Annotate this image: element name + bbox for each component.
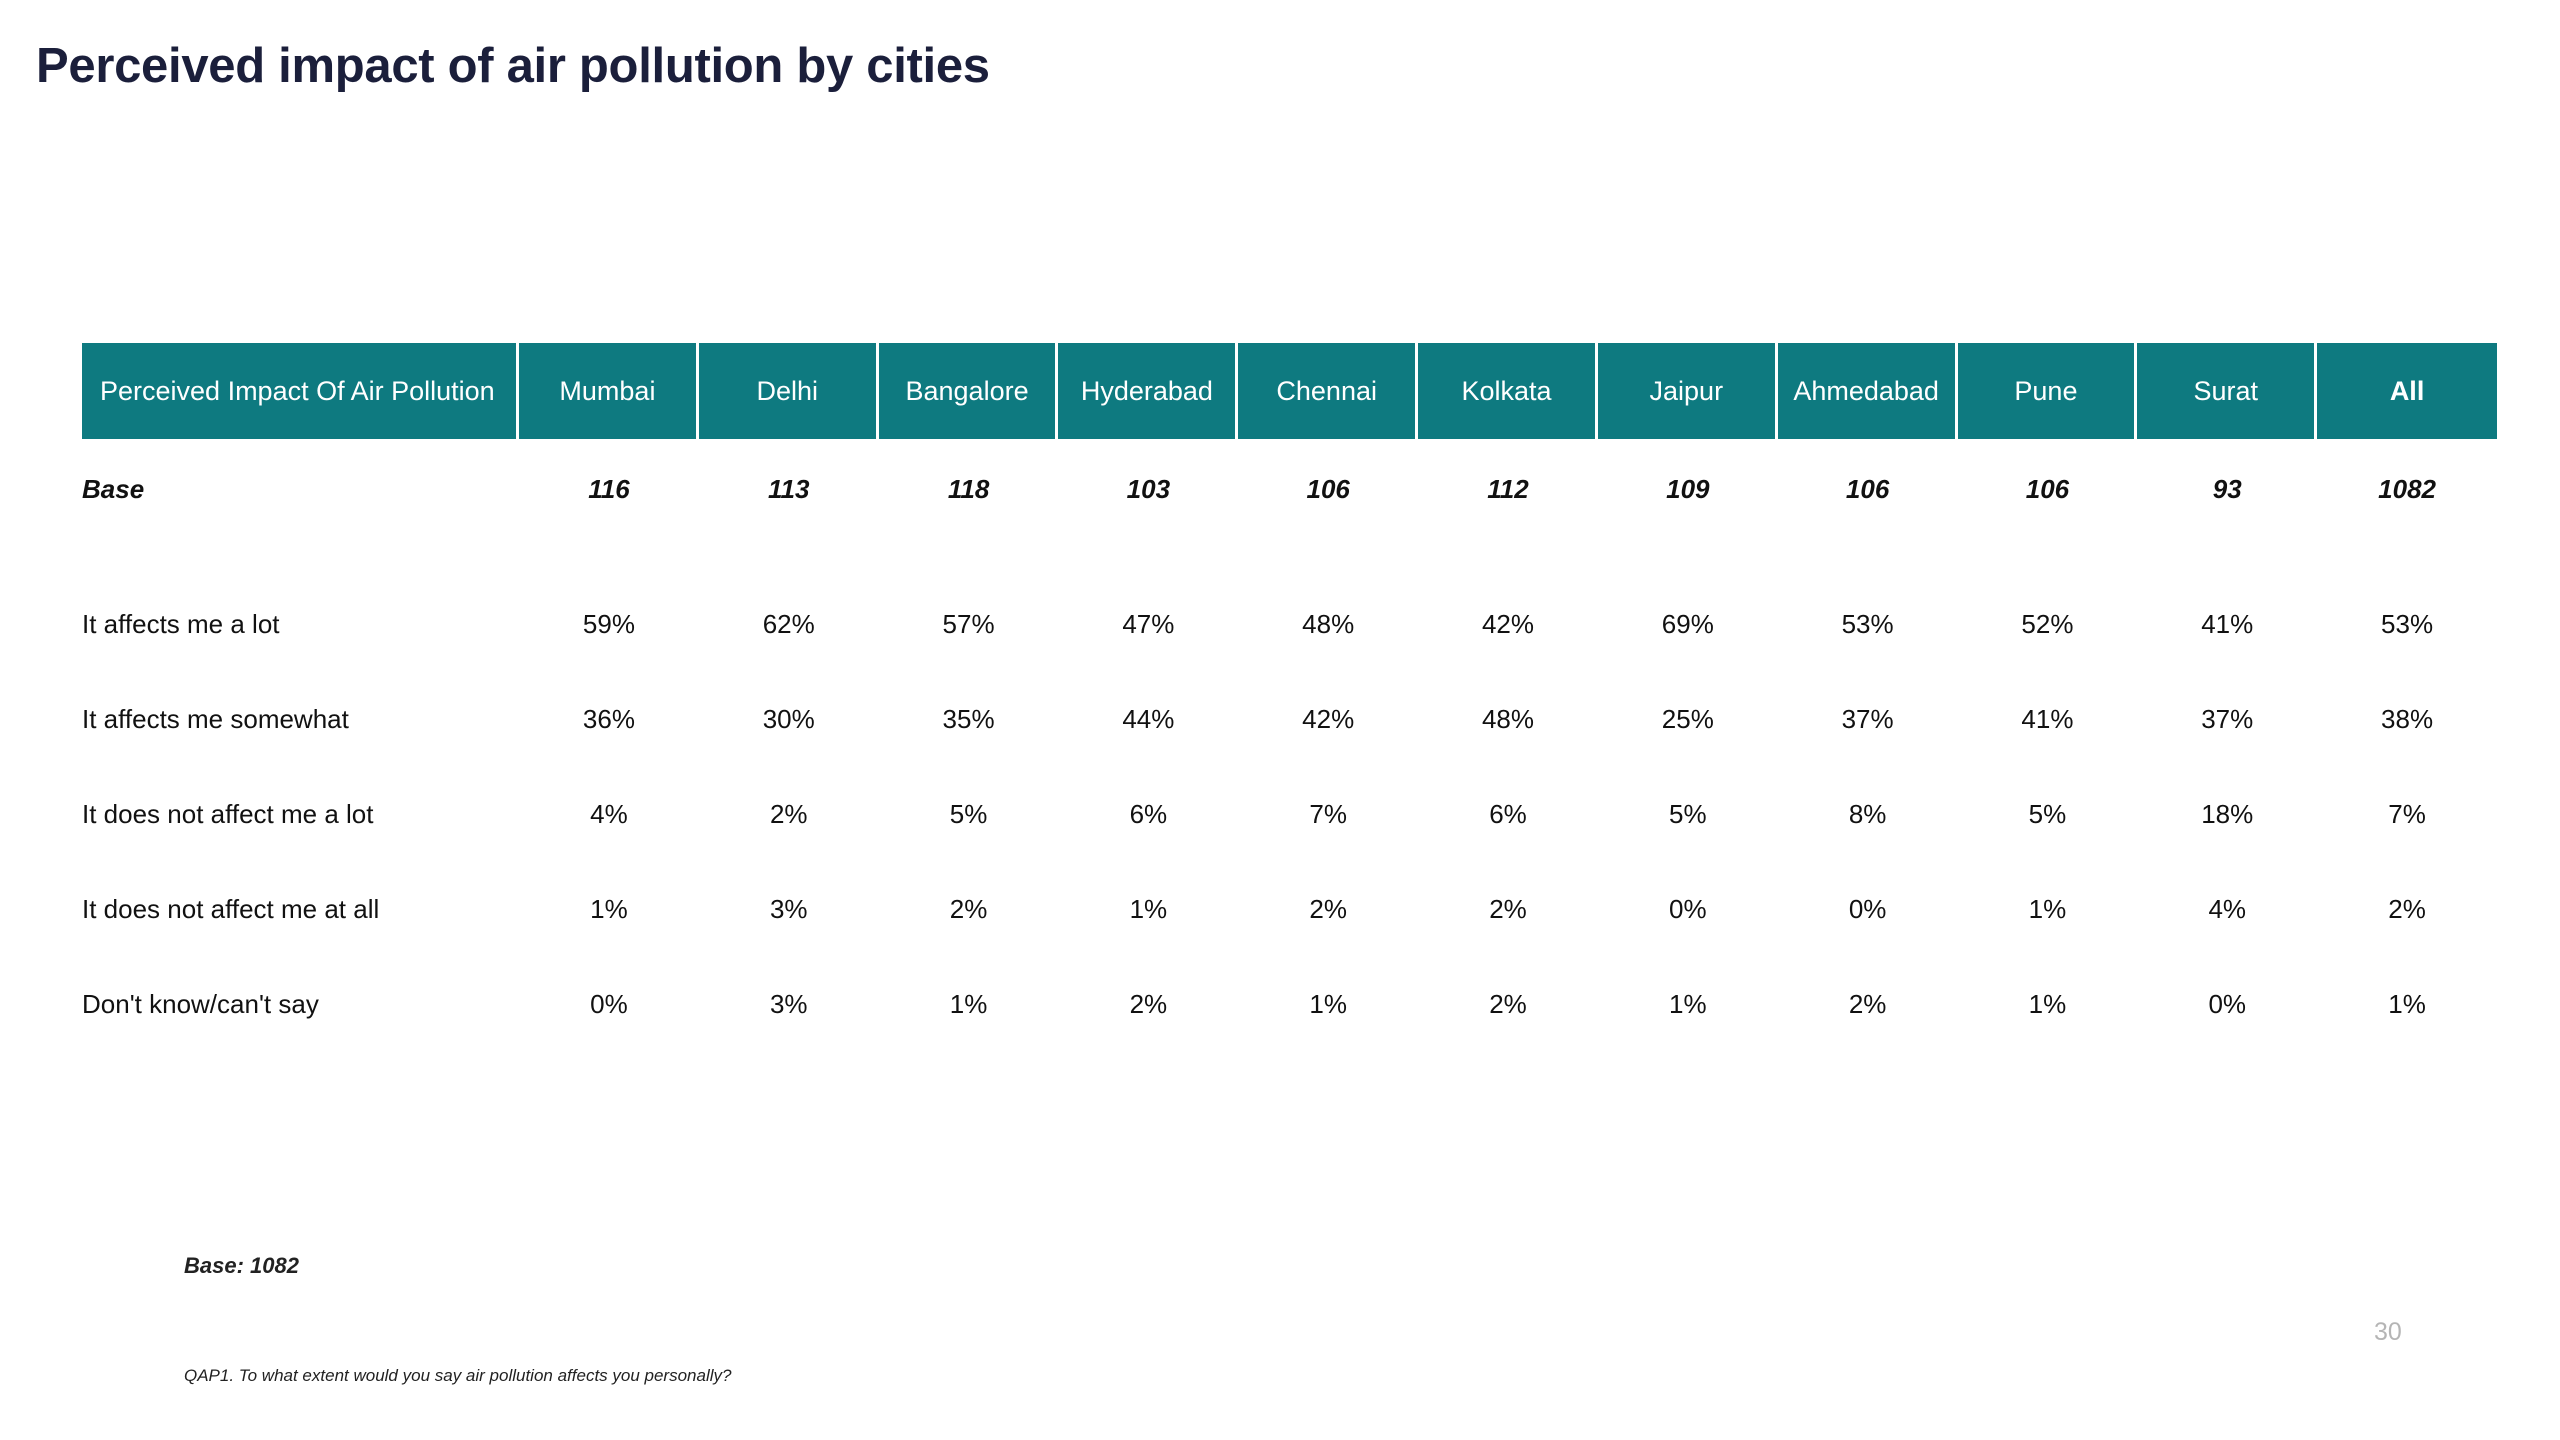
table-cell: 1082 bbox=[2378, 473, 2436, 504]
table-cell: 38% bbox=[2381, 704, 2434, 734]
table-cell: 36% bbox=[582, 704, 635, 734]
table-cell: 93 bbox=[2212, 473, 2242, 504]
table-cell: 48% bbox=[1302, 609, 1355, 639]
header-cell: Perceived Impact Of Air Pollution bbox=[82, 343, 520, 439]
table-cell: 5% bbox=[2028, 799, 2067, 829]
table-cell: 1% bbox=[1309, 989, 1347, 1019]
table-cell: 7% bbox=[2388, 799, 2426, 829]
table-cell: 53% bbox=[1841, 609, 1894, 639]
header-cell: Mumbai bbox=[519, 343, 699, 439]
page-number: 30 bbox=[2374, 1318, 2402, 1346]
table-cell: 1% bbox=[2388, 989, 2426, 1019]
table-row: It affects me somewhat 36% 30% 35% 44% 4… bbox=[82, 672, 2497, 767]
row-label: It affects me somewhat bbox=[82, 704, 349, 734]
table-cell: 2% bbox=[1489, 894, 1527, 924]
table-cell: 25% bbox=[1661, 704, 1714, 734]
header-cell: Pune bbox=[1957, 343, 2138, 439]
table-row: It does not affect me at all 1% 3% 2% 1%… bbox=[82, 862, 2497, 957]
table-cell: 59% bbox=[582, 609, 635, 639]
table-cell: 57% bbox=[942, 609, 995, 639]
table-cell: 53% bbox=[2381, 609, 2434, 639]
table-cell: 113 bbox=[768, 473, 810, 504]
table-cell: 1% bbox=[2028, 894, 2067, 924]
table-cell: 2% bbox=[1129, 989, 1168, 1019]
table-cell: 106 bbox=[2025, 473, 2070, 504]
table-cell: 5% bbox=[949, 799, 988, 829]
header-cell: Ahmedabad bbox=[1777, 343, 1958, 439]
table-cell: 1% bbox=[949, 989, 988, 1019]
header-cell: Surat bbox=[2137, 343, 2318, 439]
table-cell: 48% bbox=[1481, 704, 1535, 734]
table-cell: 5% bbox=[1669, 799, 1707, 829]
row-label: Base bbox=[82, 473, 145, 504]
table-cell: 1% bbox=[1669, 989, 1707, 1019]
table-header-row: Perceived Impact Of Air Pollution Mumbai… bbox=[82, 343, 2497, 439]
row-label: It affects me a lot bbox=[82, 609, 280, 639]
table-row: Don't know/can't say 0% 3% 1% 2% 1% 2% 1… bbox=[82, 957, 2497, 1052]
table-cell: 47% bbox=[1122, 609, 1175, 639]
table-cell: 109 bbox=[1666, 473, 1710, 504]
table-cell: 106 bbox=[1845, 473, 1890, 504]
table-cell: 2% bbox=[769, 799, 808, 829]
spacer-row bbox=[82, 539, 2497, 577]
table-row: It does not affect me a lot 4% 2% 5% 6% … bbox=[82, 767, 2497, 862]
table-cell: 2% bbox=[1848, 989, 1887, 1019]
table-cell: 0% bbox=[590, 989, 628, 1019]
table-cell: 0% bbox=[2208, 989, 2247, 1019]
header-cell: Hyderabad bbox=[1058, 343, 1239, 439]
table-cell: 37% bbox=[1841, 704, 1894, 734]
base-row: Base 116 113 118 103 106 112 109 106 106… bbox=[82, 439, 2497, 539]
row-label: It does not affect me at all bbox=[82, 894, 380, 924]
table-cell: 52% bbox=[2021, 609, 2074, 639]
table-cell: 2% bbox=[1309, 894, 1347, 924]
table-cell: 35% bbox=[942, 704, 995, 734]
table-cell: 6% bbox=[1489, 799, 1527, 829]
table-cell: 44% bbox=[1122, 704, 1175, 734]
table-cell: 3% bbox=[769, 989, 808, 1019]
table-cell: 69% bbox=[1661, 609, 1714, 639]
header-cell: Chennai bbox=[1238, 343, 1419, 439]
table-cell: 118 bbox=[947, 473, 990, 504]
table-cell: 1% bbox=[1129, 894, 1168, 924]
table-cell: 41% bbox=[2201, 609, 2254, 639]
table-cell: 2% bbox=[2388, 894, 2426, 924]
row-label: It does not affect me a lot bbox=[82, 799, 374, 829]
table-row: It affects me a lot 59% 62% 57% 47% 48% … bbox=[82, 577, 2497, 672]
table-cell: 41% bbox=[2021, 704, 2074, 734]
table-cell: 2% bbox=[949, 894, 988, 924]
table-cell: 103 bbox=[1126, 473, 1171, 504]
base-note: Base: 1082 bbox=[184, 1253, 299, 1278]
table-cell: 62% bbox=[762, 609, 815, 639]
page-title: Perceived impact of air pollution by cit… bbox=[36, 39, 990, 93]
table-cell: 6% bbox=[1129, 799, 1168, 829]
table-cell: 106 bbox=[1306, 473, 1350, 504]
table-cell: 18% bbox=[2201, 799, 2254, 829]
header-cell: Bangalore bbox=[878, 343, 1059, 439]
table-cell: 7% bbox=[1309, 799, 1347, 829]
question-note: QAP1. To what extent would you say air p… bbox=[184, 1366, 732, 1385]
table-cell: 37% bbox=[2201, 704, 2254, 734]
table-cell: 1% bbox=[590, 894, 628, 924]
table-cell: 42% bbox=[1481, 609, 1535, 639]
header-cell: Kolkata bbox=[1418, 343, 1598, 439]
table-cell: 1% bbox=[2028, 989, 2067, 1019]
table-cell: 2% bbox=[1489, 989, 1527, 1019]
table-cell: 30% bbox=[762, 704, 815, 734]
table-cell: 116 bbox=[588, 473, 630, 504]
table-cell: 112 bbox=[1487, 473, 1529, 504]
city-impact-table: Perceived Impact Of Air Pollution Mumbai… bbox=[82, 343, 2497, 1052]
table-cell: 3% bbox=[769, 894, 808, 924]
table-cell: 0% bbox=[1848, 894, 1887, 924]
table-cell: 4% bbox=[2208, 894, 2247, 924]
table-cell: 4% bbox=[590, 799, 628, 829]
table-cell: 0% bbox=[1669, 894, 1707, 924]
header-cell: All bbox=[2317, 343, 2497, 439]
table-cell: 8% bbox=[1848, 799, 1887, 829]
header-cell: Jaipur bbox=[1597, 343, 1778, 439]
row-label: Don't know/can't say bbox=[82, 989, 319, 1019]
header-cell: Delhi bbox=[698, 343, 879, 439]
table-cell: 42% bbox=[1302, 704, 1355, 734]
